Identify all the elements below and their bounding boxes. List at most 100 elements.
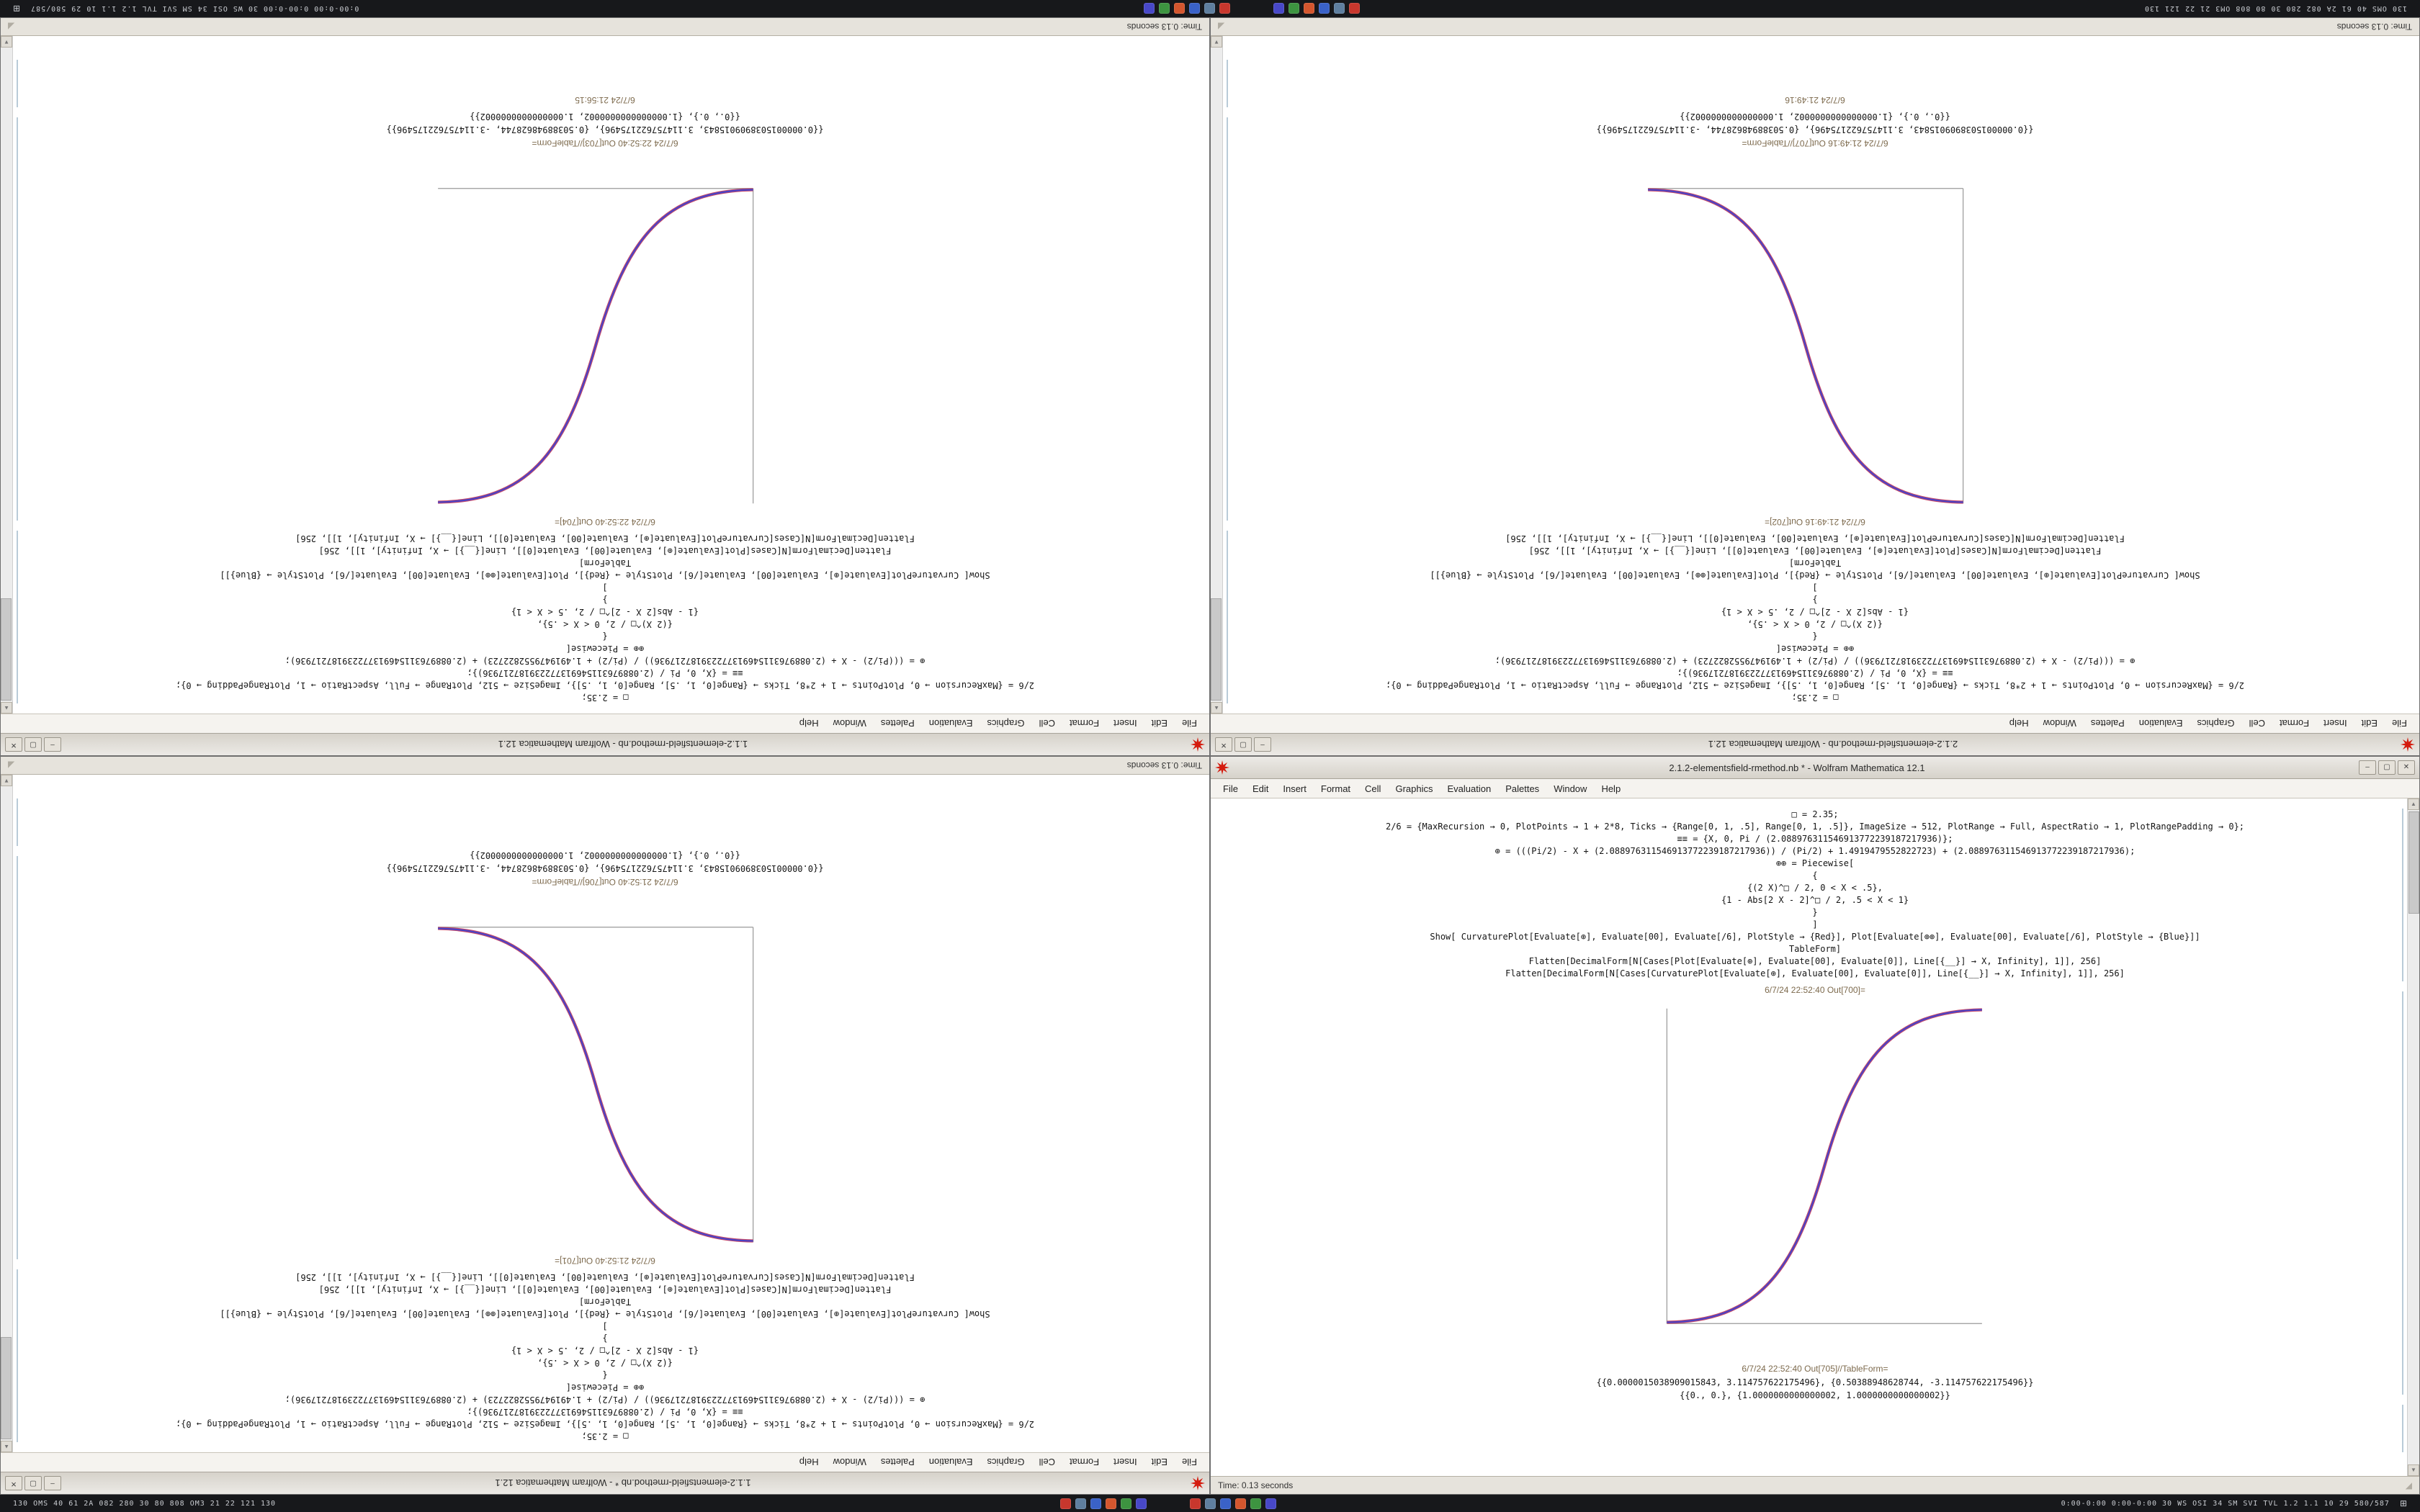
cell-bracket[interactable] xyxy=(17,117,18,521)
code-line[interactable]: 2/6 = {MaxRecursion → 0, PlotPoints → 1 … xyxy=(1385,822,2245,832)
scroll-up-arrow-icon[interactable]: ▲ xyxy=(1,702,12,714)
code-line[interactable]: Flatten[DecimalForm[N[Cases[Plot[Evaluat… xyxy=(1528,956,2102,966)
output-line[interactable]: {{0., 0.}, {1.0000000000000002, 1.000000… xyxy=(470,112,740,122)
vertical-scrollbar[interactable]: ▲ ▼ xyxy=(1,36,13,714)
code-line[interactable]: ] xyxy=(1812,919,1818,930)
code-line[interactable]: ] xyxy=(602,582,608,593)
code-line[interactable]: Flatten[DecimalForm[N[Cases[Plot[Evaluat… xyxy=(318,1284,892,1295)
code-line[interactable]: Flatten[DecimalForm[N[Cases[CurvaturePlo… xyxy=(1505,968,2125,978)
menu-item[interactable]: Window xyxy=(833,1457,866,1468)
menu-item[interactable]: File xyxy=(2392,718,2407,729)
minimize-button[interactable]: ‒ xyxy=(44,1476,61,1490)
code-line[interactable]: ⊕ = (((Pi/2) - X + (2.088976311546913772… xyxy=(284,656,926,666)
code-line[interactable]: {1 - Abs[2 X - 2]^□ / 2, .5 < X < 1} xyxy=(511,1346,699,1356)
taskbar-app-indigo-icon[interactable] xyxy=(1273,3,1284,14)
code-line[interactable]: {(2 X)^□ / 2, 0 < X < .5}, xyxy=(1747,883,1883,893)
output-line[interactable]: {{0., 0.}, {1.0000000000000002, 1.000000… xyxy=(1680,1390,1950,1400)
scrollbar-thumb[interactable] xyxy=(1,598,12,701)
output-line[interactable]: {{0., 0.}, {1.0000000000000002, 1.000000… xyxy=(470,850,740,860)
resize-grip-icon[interactable]: ◢ xyxy=(8,760,15,770)
code-line[interactable]: } xyxy=(1812,907,1818,917)
taskbar-menu-icon[interactable]: ⊞ xyxy=(2399,1498,2407,1508)
taskbar-app-red-icon[interactable] xyxy=(1219,3,1230,14)
function-plot[interactable] xyxy=(1211,999,2419,1359)
menu-item[interactable]: Edit xyxy=(1252,783,1269,794)
code-line[interactable]: { xyxy=(1812,631,1818,642)
menu-item[interactable]: Palettes xyxy=(2090,718,2125,729)
code-line[interactable]: ⊕ = (((Pi/2) - X + (2.088976311546913772… xyxy=(284,1395,926,1405)
code-line[interactable]: Flatten[DecimalForm[N[Cases[CurvaturePlo… xyxy=(295,1272,915,1282)
cell-bracket[interactable] xyxy=(2402,1405,2403,1452)
output-line[interactable]: {{0.0000015038909015843, 3.1147576221754… xyxy=(386,125,824,135)
input-cell-code[interactable]: □ = 2.35; 2/6 = {MaxRecursion → 0, PlotPo… xyxy=(1211,809,2419,980)
minimize-button[interactable]: ‒ xyxy=(44,737,61,752)
code-line[interactable]: ≡≡ = {X, 0, Pi / (2.08897631154691377223… xyxy=(1677,834,1953,844)
input-cell-code[interactable]: □ = 2.35; 2/6 = {MaxRecursion → 0, PlotPo… xyxy=(1211,532,2419,703)
code-line[interactable]: 2/6 = {MaxRecursion → 0, PlotPoints → 1 … xyxy=(175,680,1035,690)
cell-bracket[interactable] xyxy=(1227,60,1228,107)
menu-item[interactable]: Insert xyxy=(1113,718,1137,729)
scrollbar-thumb[interactable] xyxy=(1,1337,12,1439)
code-line[interactable]: {1 - Abs[2 X - 2]^□ / 2, .5 < X < 1} xyxy=(511,607,699,617)
code-line[interactable]: } xyxy=(1812,595,1818,605)
code-line[interactable]: 2/6 = {MaxRecursion → 0, PlotPoints → 1 … xyxy=(175,1419,1035,1429)
resize-grip-icon[interactable]: ◢ xyxy=(1218,22,1225,32)
code-line[interactable]: } xyxy=(602,1333,608,1344)
menu-item[interactable]: Insert xyxy=(2323,718,2347,729)
menu-item[interactable]: Help xyxy=(2009,718,2029,729)
code-line[interactable]: ⊕⊕ = Piecewise[ xyxy=(1775,858,1855,868)
output-line[interactable]: {{0.0000015038909015843, 3.1147576221754… xyxy=(386,863,824,873)
menu-item[interactable]: Window xyxy=(1554,783,1587,794)
scrollbar-thumb[interactable] xyxy=(1211,598,1222,701)
cell-bracket[interactable] xyxy=(17,60,18,107)
taskbar-app-green-icon[interactable] xyxy=(1288,3,1299,14)
maximize-button[interactable]: ▢ xyxy=(1234,737,1252,752)
code-line[interactable]: ≡≡ = {X, 0, Pi / (2.08897631154691377223… xyxy=(467,668,743,678)
menu-item[interactable]: Palettes xyxy=(880,718,915,729)
menu-item[interactable]: Format xyxy=(1069,718,1100,729)
code-line[interactable]: ≡≡ = {X, 0, Pi / (2.08897631154691377223… xyxy=(1677,668,1953,678)
menu-item[interactable]: Help xyxy=(799,1457,819,1468)
window-titlebar[interactable]: 0.0.51.0.0.51. 1.1.2-elementsfield-rmeth… xyxy=(1,1472,1209,1494)
function-plot[interactable] xyxy=(1,892,1209,1252)
code-line[interactable]: { xyxy=(602,631,608,642)
code-line[interactable]: ⊕⊕ = Piecewise[ xyxy=(565,644,645,654)
scroll-down-arrow-icon[interactable]: ▼ xyxy=(1,775,12,786)
output-cell[interactable]: {{0.0000015038909015843, 3.1147576221754… xyxy=(1211,110,2419,136)
code-line[interactable]: Show[ CurvaturePlot[Evaluate[⊕], Evaluat… xyxy=(1430,932,2200,942)
minimize-button[interactable]: ‒ xyxy=(1254,737,1271,752)
code-line[interactable]: ⊕ = (((Pi/2) - X + (2.088976311546913772… xyxy=(1494,846,2136,856)
menu-item[interactable]: Format xyxy=(1320,783,1351,794)
code-line[interactable]: TableForm] xyxy=(578,1297,632,1307)
menu-item[interactable]: Insert xyxy=(1113,1457,1137,1468)
close-button[interactable]: ✕ xyxy=(5,1476,22,1490)
menu-item[interactable]: Edit xyxy=(1151,1457,1168,1468)
code-line[interactable]: Flatten[DecimalForm[N[Cases[CurvaturePlo… xyxy=(1505,534,2125,544)
scrollbar-thumb[interactable] xyxy=(2408,811,2419,914)
vertical-scrollbar[interactable]: ▲ ▼ xyxy=(1211,36,1223,714)
code-line[interactable]: □ = 2.35; xyxy=(1791,809,1839,819)
notebook-area[interactable]: □ = 2.35; 2/6 = {MaxRecursion → 0, PlotPo… xyxy=(1,36,1209,714)
menu-item[interactable]: Cell xyxy=(1039,1457,1055,1468)
resize-grip-icon[interactable]: ◢ xyxy=(8,22,15,32)
vertical-scrollbar[interactable]: ▲ ▼ xyxy=(2407,798,2419,1476)
notebook-area[interactable]: □ = 2.35; 2/6 = {MaxRecursion → 0, PlotPo… xyxy=(1,775,1209,1452)
taskbar-app-indigo-icon[interactable] xyxy=(1143,3,1155,14)
taskbar-app-orange-icon[interactable] xyxy=(1235,1498,1247,1509)
code-line[interactable]: {(2 X)^□ / 2, 0 < X < .5}, xyxy=(537,1358,673,1368)
menu-item[interactable]: Evaluation xyxy=(2138,718,2183,729)
scroll-up-arrow-icon[interactable]: ▲ xyxy=(1211,702,1222,714)
menu-item[interactable]: Edit xyxy=(2361,718,2378,729)
menu-item[interactable]: Help xyxy=(799,718,819,729)
menu-item[interactable]: File xyxy=(1223,783,1238,794)
input-cell-code[interactable]: □ = 2.35; 2/6 = {MaxRecursion → 0, PlotPo… xyxy=(1,532,1209,703)
notebook-area[interactable]: □ = 2.35; 2/6 = {MaxRecursion → 0, PlotPo… xyxy=(1211,36,2419,714)
code-line[interactable]: □ = 2.35; xyxy=(1791,693,1839,703)
taskbar-app-red-icon[interactable] xyxy=(1190,1498,1201,1509)
cell-bracket[interactable] xyxy=(17,856,18,1259)
output-line[interactable]: {{0.0000015038909015843, 3.1147576221754… xyxy=(1596,1377,2034,1387)
menu-item[interactable]: Format xyxy=(1069,1457,1100,1468)
code-line[interactable]: TableForm] xyxy=(1788,558,1842,568)
taskbar-app-blue-icon[interactable] xyxy=(1220,1498,1232,1509)
menu-item[interactable]: Edit xyxy=(1151,718,1168,729)
